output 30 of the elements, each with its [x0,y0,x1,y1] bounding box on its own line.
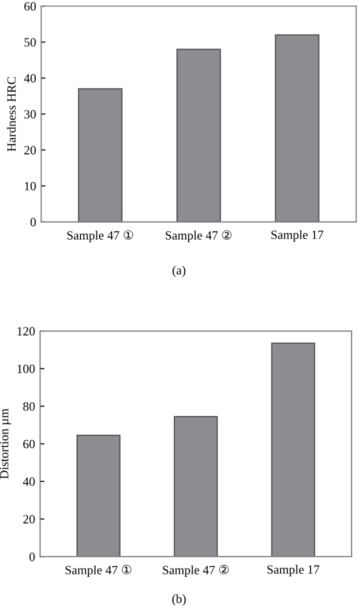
x-tick-label: Sample 17 [271,230,324,242]
y-tick-label: 10 [24,182,36,190]
y-tick-label: 120 [18,327,35,336]
text: (b) [172,594,186,606]
y-tick-label: 30 [24,110,36,118]
y-tick-label: 80 [23,402,35,411]
x-tick-label: Sample 47 ② [166,230,232,242]
bar [274,34,320,222]
y-tick-label: 40 [22,477,35,486]
bar [76,434,120,557]
x-tick-label: Sample 47 ① [67,230,134,242]
y-axis-title: Distortion µm [0,408,11,479]
x-tick-label: Sample 17 [267,564,320,576]
bar [78,88,122,222]
y-axis-title: Hardness HRC [6,77,16,152]
y-tick-label: 60 [24,2,36,11]
y-tick-label: 20 [23,515,35,524]
y-tick-label: 0 [30,218,36,226]
bar [271,342,316,557]
text: (a) [172,266,186,278]
bar [174,416,218,557]
y-tick-label: 50 [24,38,36,47]
y-tick-label: 0 [29,552,35,562]
y-tick-label: 60 [23,440,35,448]
y-tick-label: 20 [24,146,36,154]
y-tick-label: 40 [24,74,36,83]
x-tick-label: Sample 47 ② [162,564,229,577]
y-tick-label: 100 [18,364,35,374]
x-tick-label: Sample 47 ① [66,564,132,577]
bar [176,48,221,222]
